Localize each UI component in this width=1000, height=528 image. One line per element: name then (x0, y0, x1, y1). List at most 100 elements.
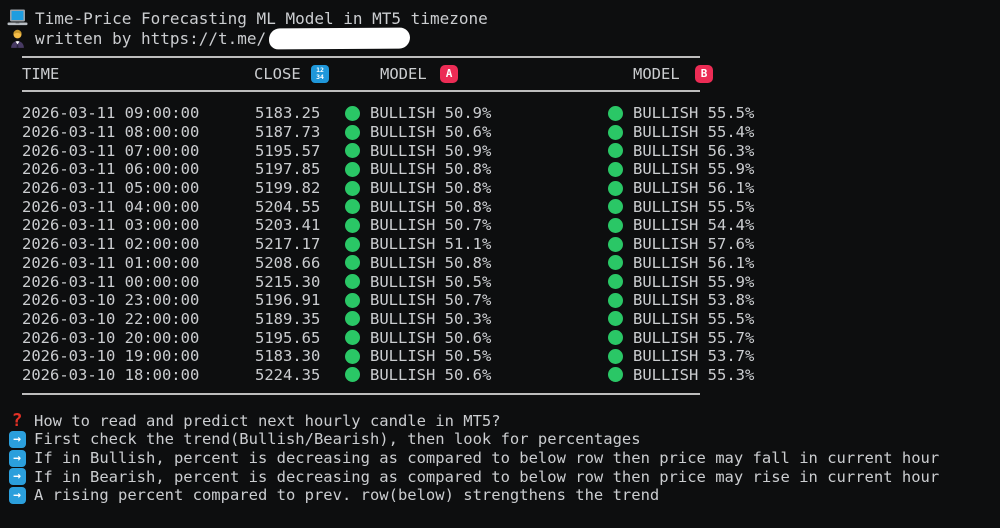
column-header-time: TIME (22, 65, 60, 83)
cell-model-a: BULLISH 50.5% (370, 272, 492, 291)
cell-close: 5189.35 (255, 309, 321, 328)
cell-close: 5204.55 (255, 197, 321, 216)
header-byline-line: written by https://t.me/ (0, 27, 1000, 49)
table-row: 2026-03-11 03:00:00 5203.41 BULLISH 50.7… (0, 216, 1000, 235)
cell-time: 2026-03-11 07:00:00 (22, 141, 200, 160)
cell-time: 2026-03-11 08:00:00 (22, 123, 200, 142)
cell-model-a: BULLISH 50.6% (370, 328, 492, 347)
cell-model-b: BULLISH 55.9% (633, 160, 755, 179)
table-row: 2026-03-10 20:00:00 5195.65 BULLISH 50.6… (0, 328, 1000, 347)
cell-close: 5199.82 (255, 179, 321, 198)
table-row: 2026-03-10 19:00:00 5183.30 BULLISH 50.5… (0, 347, 1000, 366)
cell-time: 2026-03-11 03:00:00 (22, 216, 200, 235)
footer-note: ? How to read and predict next hourly ca… (6, 411, 1000, 430)
cell-close: 5215.30 (255, 272, 321, 291)
bullish-dot-b-icon (608, 255, 623, 271)
bullish-dot-b-icon (608, 199, 623, 215)
bullish-dot-b-icon (608, 180, 623, 196)
cell-time: 2026-03-10 22:00:00 (22, 309, 200, 328)
footer-note: → If in Bullish, percent is decreasing a… (6, 449, 1000, 468)
cell-time: 2026-03-11 05:00:00 (22, 179, 200, 198)
cell-model-a: BULLISH 50.9% (370, 141, 492, 160)
cell-close: 5224.35 (255, 365, 321, 384)
model-b-badge-icon: B (695, 65, 713, 83)
note-text: If in Bearish, percent is decreasing as … (34, 467, 940, 486)
cell-model-b: BULLISH 55.3% (633, 365, 755, 384)
arrow-right-icon: → (8, 486, 26, 504)
office-worker-icon (6, 29, 28, 48)
cell-close: 5195.65 (255, 328, 321, 347)
bullish-dot-a-icon (345, 367, 360, 383)
cell-model-b: BULLISH 55.4% (633, 123, 755, 142)
cell-close: 5195.57 (255, 141, 321, 160)
footer-note: → First check the trend(Bullish/Bearish)… (6, 430, 1000, 449)
bullish-dot-b-icon (608, 348, 623, 364)
bullish-dot-a-icon (345, 255, 360, 271)
cell-model-b: BULLISH 55.5% (633, 197, 755, 216)
cell-close: 5203.41 (255, 216, 321, 235)
cell-close: 5208.66 (255, 253, 321, 272)
bullish-dot-a-icon (345, 311, 360, 327)
cell-model-b: BULLISH 56.3% (633, 141, 755, 160)
bullish-dot-b-icon (608, 124, 623, 140)
table-row: 2026-03-10 22:00:00 5189.35 BULLISH 50.3… (0, 310, 1000, 329)
bullish-dot-b-icon (608, 217, 623, 233)
cell-close: 5183.25 (255, 104, 321, 123)
table-row: 2026-03-11 09:00:00 5183.25 BULLISH 50.9… (0, 104, 1000, 123)
cell-model-b: BULLISH 57.6% (633, 235, 755, 254)
bullish-dot-a-icon (345, 274, 360, 290)
bullish-dot-a-icon (345, 124, 360, 140)
footer-note: → A rising percent compared to prev. row… (6, 486, 1000, 505)
cell-model-b: BULLISH 55.5% (633, 309, 755, 328)
table-row: 2026-03-10 23:00:00 5196.91 BULLISH 50.7… (0, 291, 1000, 310)
cell-model-b: BULLISH 53.7% (633, 347, 755, 366)
arrow-right-icon: → (8, 468, 26, 486)
table-rule-bottom (22, 393, 700, 396)
table-row: 2026-03-11 02:00:00 5217.17 BULLISH 51.1… (0, 235, 1000, 254)
cell-model-b: BULLISH 56.1% (633, 253, 755, 272)
arrow-right-icon: → (8, 430, 26, 448)
cell-model-a: BULLISH 50.6% (370, 365, 492, 384)
cell-model-a: BULLISH 50.8% (370, 179, 492, 198)
cell-model-b: BULLISH 54.4% (633, 216, 755, 235)
bullish-dot-b-icon (608, 274, 623, 290)
cell-time: 2026-03-10 19:00:00 (22, 347, 200, 366)
cell-model-b: BULLISH 55.7% (633, 328, 755, 347)
table-rule-header (22, 90, 700, 92)
cell-model-a: BULLISH 50.9% (370, 104, 492, 123)
table-body: 2026-03-11 09:00:00 5183.25 BULLISH 50.9… (0, 104, 1000, 384)
cell-model-b: BULLISH 55.9% (633, 272, 755, 291)
cell-model-a: BULLISH 50.7% (370, 291, 492, 310)
bullish-dot-b-icon (608, 367, 623, 383)
bullish-dot-b-icon (608, 311, 623, 327)
column-header-close: CLOSE (254, 65, 301, 83)
cell-model-b: BULLISH 55.5% (633, 104, 755, 123)
cell-model-a: BULLISH 50.3% (370, 309, 492, 328)
input-numbers-icon: 12 34 (311, 65, 329, 83)
table-row: 2026-03-11 01:00:00 5208.66 BULLISH 50.8… (0, 254, 1000, 273)
bullish-dot-a-icon (345, 161, 360, 177)
bullish-dot-b-icon (608, 292, 623, 308)
cell-time: 2026-03-11 00:00:00 (22, 272, 200, 291)
table-row: 2026-03-11 05:00:00 5199.82 BULLISH 50.8… (0, 179, 1000, 198)
cell-close: 5183.30 (255, 347, 321, 366)
bullish-dot-a-icon (345, 199, 360, 215)
bullish-dot-b-icon (608, 236, 623, 252)
cell-model-a: BULLISH 50.8% (370, 197, 492, 216)
table-row: 2026-03-11 07:00:00 5195.57 BULLISH 50.9… (0, 141, 1000, 160)
cell-close: 5196.91 (255, 291, 321, 310)
footer-note: → If in Bearish, percent is decreasing a… (6, 467, 1000, 486)
cell-model-a: BULLISH 50.8% (370, 160, 492, 179)
bullish-dot-a-icon (345, 217, 360, 233)
column-header-model-a: MODEL (380, 65, 427, 83)
table-header-row: TIME CLOSE 12 34 MODEL A MODEL B (0, 58, 1000, 90)
cell-time: 2026-03-11 01:00:00 (22, 253, 200, 272)
cell-time: 2026-03-11 09:00:00 (22, 104, 200, 123)
bullish-dot-a-icon (345, 348, 360, 364)
byline-text: written by https://t.me/ (35, 28, 267, 48)
laptop-icon (6, 9, 28, 27)
cell-time: 2026-03-11 04:00:00 (22, 197, 200, 216)
table-rule-top (22, 56, 700, 58)
table-row: 2026-03-11 00:00:00 5215.30 BULLISH 50.5… (0, 272, 1000, 291)
